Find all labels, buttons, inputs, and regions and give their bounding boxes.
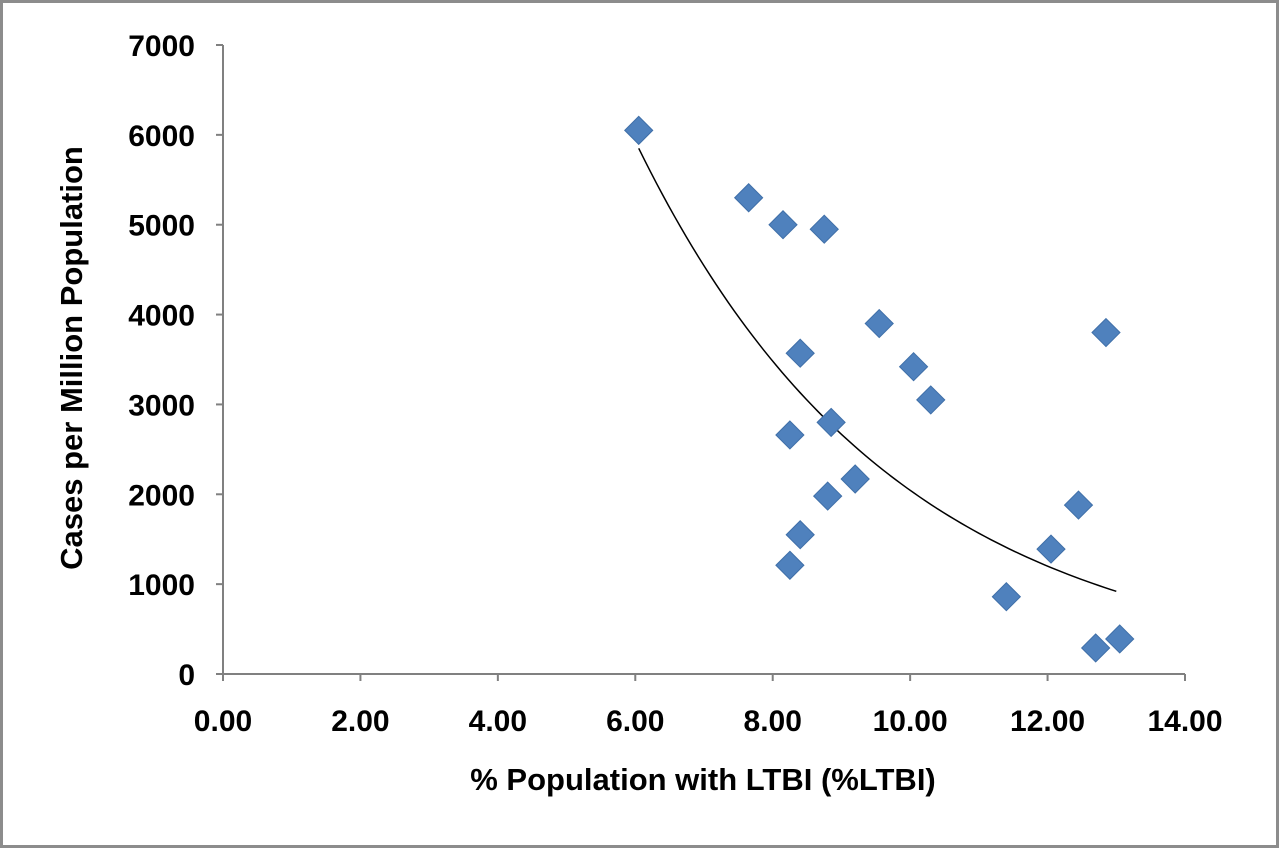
x-tick-label: 8.00	[744, 705, 802, 738]
data-point	[775, 550, 805, 580]
data-point	[864, 308, 894, 339]
y-tick-label: 5000	[128, 210, 195, 243]
data-point	[816, 407, 846, 438]
data-point	[1080, 633, 1111, 663]
data-point	[733, 183, 764, 213]
data-point	[898, 351, 929, 382]
data-point	[1091, 317, 1121, 348]
data-point	[775, 420, 805, 450]
y-tick-label: 7000	[128, 30, 195, 63]
axes	[222, 45, 1185, 675]
y-tick-label: 4000	[128, 300, 195, 333]
data-point	[812, 481, 843, 511]
data-points	[624, 115, 1135, 663]
data-point	[916, 385, 946, 415]
x-tick-label: 2.00	[331, 705, 389, 738]
y-tick-label: 1000	[128, 569, 195, 602]
data-point	[785, 520, 815, 550]
y-axis-title: Cases per Million Population	[54, 146, 89, 570]
x-axis-title: % Population with LTBI (%LTBI)	[470, 762, 936, 797]
data-point	[1105, 624, 1135, 654]
x-tick-label: 10.00	[873, 705, 948, 738]
x-tick-label: 6.00	[606, 705, 664, 738]
x-tick-label: 0.00	[194, 705, 252, 738]
x-tick-label: 14.00	[1147, 705, 1222, 738]
y-tick-label: 0	[178, 659, 195, 692]
data-point	[991, 582, 1022, 612]
data-point	[809, 214, 839, 244]
data-point	[1036, 534, 1066, 564]
y-tick-label: 6000	[128, 120, 195, 153]
trendline	[638, 148, 1117, 593]
trendline-group	[638, 148, 1117, 593]
x-tick-label: 12.00	[1010, 705, 1085, 738]
data-point	[624, 115, 654, 146]
data-point	[840, 464, 870, 494]
data-point	[768, 210, 798, 240]
data-point	[785, 338, 815, 368]
y-tick-label: 2000	[128, 479, 195, 512]
tick-labels: 0 1000 2000 3000 4000 5000 6000 7000 0.00 2.00 4.0…	[128, 30, 1222, 738]
data-point	[1063, 490, 1094, 520]
x-tick-label: 4.00	[469, 705, 527, 738]
y-tick-label: 3000	[128, 389, 195, 422]
